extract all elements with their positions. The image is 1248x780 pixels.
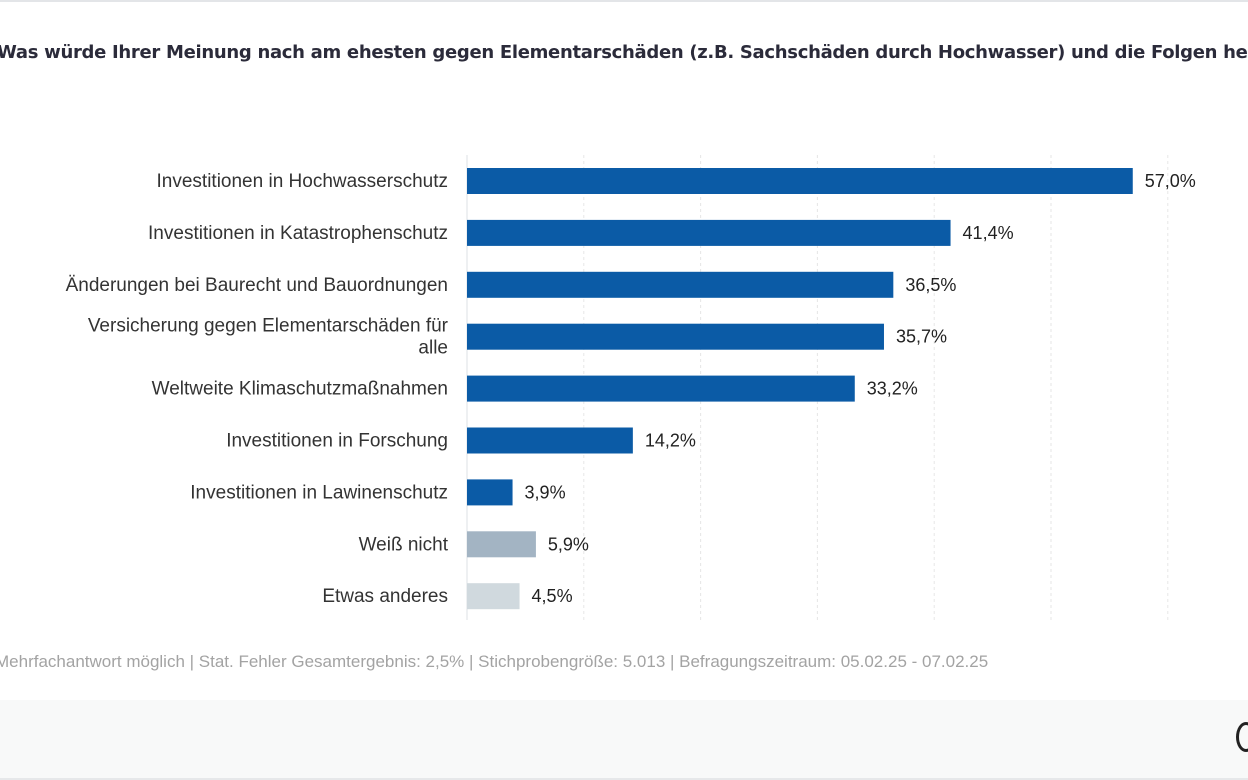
category-label: Investitionen in Forschung <box>226 431 448 452</box>
bar <box>467 271 894 298</box>
chart-footnote: Mehrfachantwort möglich | Stat. Fehler G… <box>0 652 989 671</box>
bar <box>467 168 1133 194</box>
bar <box>467 479 513 506</box>
data-label: 35,7% <box>896 327 947 347</box>
bar <box>467 583 520 610</box>
bar <box>467 219 951 246</box>
data-label: 5,9% <box>548 534 589 554</box>
footer-band <box>0 700 1248 780</box>
data-label: 14,2% <box>645 431 696 451</box>
data-label: 57,0% <box>1145 171 1196 191</box>
bar-chart: 57,0% Investitionen in Hochwasserschutz 41… <box>66 155 1196 620</box>
data-label: 41,4% <box>963 223 1014 243</box>
top-border <box>0 0 1248 2</box>
bar <box>467 323 884 350</box>
category-label: Investitionen in Hochwasserschutz <box>157 171 448 192</box>
category-label: Änderungen bei Baurecht und Bauordnungen <box>66 275 448 296</box>
category-label: Weiß nicht <box>359 534 449 555</box>
logo-icon <box>1236 722 1248 752</box>
data-label: 3,9% <box>525 482 566 502</box>
bar <box>467 427 633 454</box>
category-label: Etwas anderes <box>322 586 448 607</box>
data-label: 4,5% <box>532 586 573 606</box>
category-label: Weltweite Klimaschutzmaßnahmen <box>152 379 448 400</box>
bar <box>467 531 536 558</box>
bar <box>467 375 855 402</box>
data-label: 33,2% <box>867 379 918 399</box>
category-label: Investitionen in Lawinenschutz <box>190 482 448 503</box>
category-label: Versicherung gegen Elementarschäden für a… <box>88 316 449 359</box>
category-label: Investitionen in Katastrophenschutz <box>148 223 448 244</box>
data-label: 36,5% <box>905 275 956 295</box>
chart-title: Was würde Ihrer Meinung nach am ehesten … <box>0 42 1248 63</box>
